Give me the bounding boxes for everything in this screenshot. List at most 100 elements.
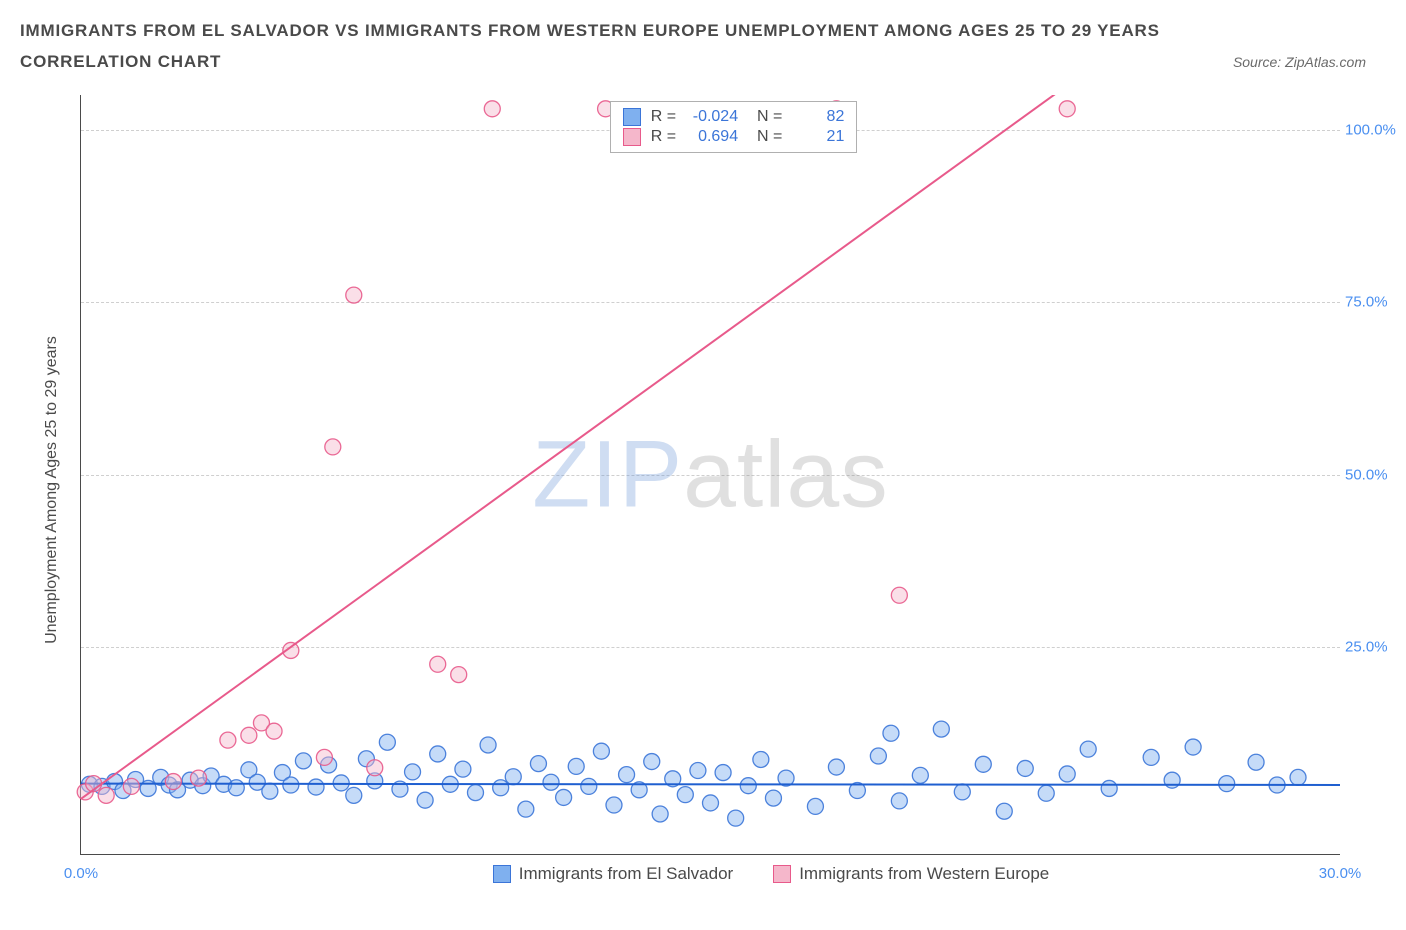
x-tick-label: 30.0%	[1319, 865, 1362, 882]
scatter-point	[1017, 760, 1033, 776]
scatter-point	[652, 806, 668, 822]
y-tick-label: 75.0%	[1345, 294, 1400, 311]
source-attribution: Source: ZipAtlas.com	[1233, 54, 1366, 70]
chart-wrap: Unemployment Among Ages 25 to 29 years Z…	[20, 95, 1386, 885]
scatter-point	[1101, 780, 1117, 796]
scatter-point	[703, 795, 719, 811]
scatter-point	[1290, 769, 1306, 785]
legend-r-value-0: -0.024	[686, 108, 738, 126]
scatter-point	[98, 787, 114, 803]
chart-title: IMMIGRANTS FROM EL SALVADOR VS IMMIGRANT…	[20, 18, 1386, 44]
scatter-point	[543, 774, 559, 790]
scatter-point	[891, 587, 907, 603]
legend-n-value-1: 21	[792, 128, 844, 146]
legend-r-label: R =	[651, 108, 676, 126]
scatter-point	[975, 756, 991, 772]
scatter-point	[455, 761, 471, 777]
scatter-point	[262, 783, 278, 799]
scatter-point	[308, 779, 324, 795]
scatter-point	[954, 784, 970, 800]
scatter-point	[1080, 741, 1096, 757]
y-tick-label: 25.0%	[1345, 639, 1400, 656]
scatter-point	[996, 803, 1012, 819]
scatter-point	[220, 732, 236, 748]
scatter-point	[325, 439, 341, 455]
scatter-point	[644, 754, 660, 770]
scatter-point	[933, 721, 949, 737]
scatter-point	[266, 723, 282, 739]
scatter-point	[467, 785, 483, 801]
y-axis-label: Unemployment Among Ages 25 to 29 years	[43, 336, 61, 644]
scatter-point	[1143, 749, 1159, 765]
scatter-point	[556, 789, 572, 805]
scatter-point	[1185, 739, 1201, 755]
scatter-point	[505, 769, 521, 785]
scatter-point	[346, 787, 362, 803]
trend-line	[81, 784, 1340, 785]
scatter-point	[417, 792, 433, 808]
chart-subtitle: CORRELATION CHART	[20, 52, 221, 72]
scatter-point	[405, 764, 421, 780]
scatter-point	[753, 751, 769, 767]
legend-n-label: N =	[748, 128, 782, 146]
scatter-point	[828, 759, 844, 775]
legend-r-label: R =	[651, 128, 676, 146]
scatter-point	[316, 749, 332, 765]
scatter-point	[1059, 101, 1075, 117]
legend-swatch-series-0	[623, 108, 641, 126]
scatter-point	[1059, 766, 1075, 782]
scatter-point	[593, 743, 609, 759]
scatter-point	[1038, 785, 1054, 801]
y-tick-label: 100.0%	[1345, 121, 1400, 138]
x-tick-label: 0.0%	[64, 865, 98, 882]
legend-row-series-1: R = 0.694 N = 21	[623, 128, 845, 146]
scatter-point	[430, 746, 446, 762]
scatter-point	[728, 810, 744, 826]
scatter-point	[530, 756, 546, 772]
scatter-point	[484, 101, 500, 117]
plot-svg	[81, 95, 1340, 854]
scatter-point	[870, 748, 886, 764]
scatter-point	[295, 753, 311, 769]
subtitle-row: CORRELATION CHART Source: ZipAtlas.com	[20, 52, 1386, 72]
scatter-point	[123, 778, 139, 794]
scatter-point	[912, 767, 928, 783]
scatter-point	[891, 793, 907, 809]
y-tick-label: 50.0%	[1345, 466, 1400, 483]
bottom-legend-item-1: Immigrants from Western Europe	[773, 864, 1049, 884]
scatter-point	[1219, 776, 1235, 792]
scatter-point	[367, 760, 383, 776]
scatter-point	[283, 777, 299, 793]
scatter-point	[430, 656, 446, 672]
scatter-point	[480, 737, 496, 753]
scatter-point	[619, 767, 635, 783]
scatter-point	[451, 667, 467, 683]
bottom-legend-label-0: Immigrants from El Salvador	[519, 864, 733, 884]
bottom-legend-swatch-0	[493, 865, 511, 883]
bottom-legend-swatch-1	[773, 865, 791, 883]
scatter-point	[715, 765, 731, 781]
bottom-legend-item-0: Immigrants from El Salvador	[493, 864, 733, 884]
scatter-point	[241, 727, 257, 743]
plot-area: ZIPatlas R = -0.024 N = 82 R = 0.694 N =…	[80, 95, 1340, 855]
scatter-point	[228, 780, 244, 796]
scatter-point	[883, 725, 899, 741]
scatter-point	[165, 774, 181, 790]
legend-swatch-series-1	[623, 128, 641, 146]
scatter-point	[677, 787, 693, 803]
legend-n-label: N =	[748, 108, 782, 126]
bottom-legend: Immigrants from El Salvador Immigrants f…	[141, 864, 1401, 884]
bottom-legend-label-1: Immigrants from Western Europe	[799, 864, 1049, 884]
legend-row-series-0: R = -0.024 N = 82	[623, 108, 845, 126]
legend-n-value-0: 82	[792, 108, 844, 126]
scatter-point	[1248, 754, 1264, 770]
scatter-point	[765, 790, 781, 806]
scatter-point	[807, 798, 823, 814]
title-block: IMMIGRANTS FROM EL SALVADOR VS IMMIGRANT…	[0, 0, 1406, 72]
scatter-point	[581, 778, 597, 794]
scatter-point	[690, 763, 706, 779]
scatter-point	[518, 801, 534, 817]
scatter-point	[493, 780, 509, 796]
scatter-point	[740, 778, 756, 794]
scatter-point	[568, 758, 584, 774]
